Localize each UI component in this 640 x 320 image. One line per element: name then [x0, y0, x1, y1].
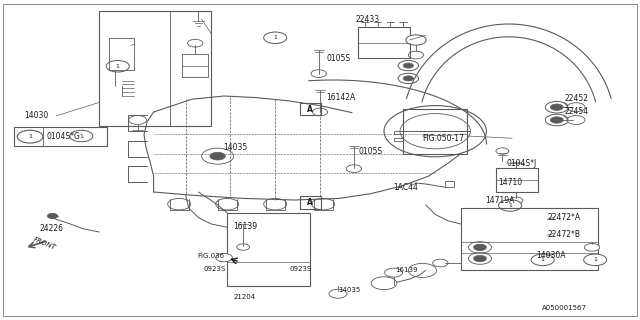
Text: A050001567: A050001567	[542, 305, 587, 311]
Text: 16142A: 16142A	[326, 93, 356, 102]
Text: 1: 1	[273, 35, 277, 40]
Bar	[14, 127, 107, 146]
Text: 22454: 22454	[564, 107, 589, 116]
Circle shape	[474, 244, 486, 251]
Text: 14035: 14035	[223, 143, 247, 152]
Text: 0104S*G: 0104S*G	[47, 132, 81, 141]
Circle shape	[403, 63, 413, 68]
Circle shape	[264, 198, 287, 210]
Bar	[300, 196, 321, 209]
Bar	[496, 168, 538, 192]
Circle shape	[216, 253, 232, 262]
Text: 22472*B: 22472*B	[548, 230, 581, 239]
Circle shape	[403, 76, 413, 81]
Text: 1: 1	[116, 64, 120, 69]
Circle shape	[264, 32, 287, 44]
Text: 0105S: 0105S	[326, 54, 351, 63]
Text: 0104S*J: 0104S*J	[507, 159, 537, 168]
Bar	[461, 208, 598, 270]
Text: FIG.036: FIG.036	[197, 253, 224, 259]
Circle shape	[70, 130, 93, 142]
Text: 1: 1	[508, 203, 512, 208]
Text: 14030: 14030	[24, 111, 49, 120]
Text: 14035: 14035	[338, 287, 360, 292]
Circle shape	[329, 289, 347, 298]
Text: A: A	[307, 198, 314, 207]
Bar	[227, 213, 310, 286]
Text: 1: 1	[79, 133, 83, 139]
Bar	[403, 109, 467, 154]
Circle shape	[545, 101, 568, 113]
Text: 1AC44: 1AC44	[394, 183, 419, 192]
Circle shape	[216, 198, 239, 210]
Circle shape	[584, 244, 600, 251]
Text: 1: 1	[593, 257, 597, 262]
Text: FIG.050-17: FIG.050-17	[422, 134, 464, 143]
Bar	[358, 27, 410, 58]
Circle shape	[545, 114, 568, 126]
Text: A: A	[307, 105, 314, 114]
Text: 0923S: 0923S	[290, 267, 312, 272]
Text: 24226: 24226	[40, 224, 64, 233]
Circle shape	[17, 130, 43, 143]
Circle shape	[385, 268, 403, 277]
Circle shape	[474, 255, 486, 262]
Circle shape	[468, 242, 492, 253]
Text: 14719A: 14719A	[485, 196, 515, 205]
Circle shape	[237, 244, 250, 250]
Circle shape	[584, 254, 607, 266]
Text: 16139: 16139	[234, 222, 258, 231]
Circle shape	[168, 198, 191, 210]
Circle shape	[47, 213, 58, 219]
Text: 22433: 22433	[355, 15, 380, 24]
Bar	[300, 103, 321, 115]
Text: 1: 1	[541, 257, 545, 262]
Circle shape	[398, 60, 419, 71]
Circle shape	[371, 277, 397, 290]
Text: 21204: 21204	[234, 294, 256, 300]
Text: 0105S: 0105S	[358, 147, 383, 156]
Circle shape	[408, 263, 436, 277]
Text: 1: 1	[28, 134, 32, 139]
Text: 16139: 16139	[396, 268, 418, 273]
Circle shape	[202, 148, 234, 164]
Circle shape	[106, 60, 129, 72]
Circle shape	[398, 73, 419, 84]
Circle shape	[531, 254, 554, 266]
Text: 22472*A: 22472*A	[548, 213, 581, 222]
Circle shape	[129, 116, 147, 124]
Circle shape	[433, 259, 448, 267]
Circle shape	[499, 200, 522, 211]
Text: FRONT: FRONT	[33, 236, 57, 251]
Circle shape	[210, 152, 225, 160]
Text: 0923S: 0923S	[204, 267, 226, 272]
Circle shape	[406, 35, 426, 45]
Circle shape	[550, 117, 563, 123]
Circle shape	[312, 198, 335, 210]
Text: 22452: 22452	[564, 94, 589, 103]
Text: 14030A: 14030A	[536, 251, 566, 260]
Bar	[99, 11, 211, 126]
Circle shape	[567, 103, 585, 112]
Circle shape	[550, 104, 563, 110]
Text: 14710: 14710	[498, 178, 522, 187]
Circle shape	[567, 116, 585, 124]
Circle shape	[468, 253, 492, 264]
